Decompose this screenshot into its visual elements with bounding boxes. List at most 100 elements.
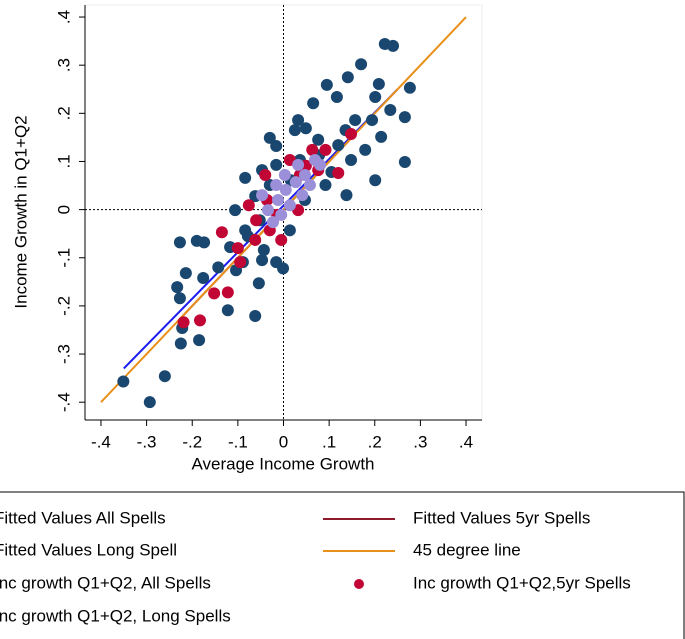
point: [288, 124, 301, 137]
point: [296, 189, 309, 202]
x-tick-label: -.4: [91, 432, 111, 451]
point: [250, 214, 263, 227]
point: [249, 310, 262, 323]
legend-label: Inc growth Q1+Q2,5yr Spells: [413, 573, 631, 592]
point: [369, 174, 382, 187]
x-tick-label: .4: [459, 432, 473, 451]
point: [270, 140, 283, 153]
point: [252, 277, 265, 290]
y-tick-label: .1: [54, 154, 73, 168]
point: [314, 158, 327, 171]
x-tick-label: .1: [322, 432, 336, 451]
y-tick-label: 0: [54, 205, 73, 214]
point: [198, 236, 211, 249]
legend-label: 45 degree line: [413, 540, 521, 559]
point: [263, 131, 276, 144]
point: [259, 168, 272, 181]
point: [270, 158, 283, 171]
point: [173, 292, 186, 305]
point: [229, 204, 242, 217]
point: [117, 375, 130, 388]
y-tick-label: -.1: [54, 248, 73, 268]
point: [345, 128, 358, 141]
point: [173, 236, 186, 249]
point: [242, 199, 255, 212]
point: [261, 204, 274, 217]
point: [372, 77, 385, 90]
x-axis-title: Average Income Growth: [192, 454, 375, 473]
legend-label: Fitted Values Long Spell: [0, 540, 177, 559]
point: [257, 244, 270, 257]
point: [345, 154, 358, 167]
legend-label: Fitted Values All Spells: [0, 508, 166, 527]
point: [256, 189, 269, 202]
point: [298, 168, 311, 181]
point: [403, 81, 416, 94]
point: [239, 224, 252, 237]
legend-swatch: [354, 579, 364, 589]
point: [267, 216, 280, 229]
point: [303, 179, 316, 192]
y-tick-label: -.4: [54, 392, 73, 412]
point: [193, 314, 206, 327]
point: [387, 39, 400, 52]
point: [193, 334, 206, 347]
x-tick-label: .2: [368, 432, 382, 451]
point: [398, 155, 411, 168]
point: [279, 183, 292, 196]
point: [171, 281, 184, 294]
point: [359, 143, 372, 156]
y-axis-title: Income Growth in Q1+Q2: [11, 115, 30, 308]
x-tick-label: -.2: [182, 432, 202, 451]
point: [158, 370, 171, 383]
point: [340, 189, 353, 202]
point: [215, 226, 228, 239]
point: [208, 287, 221, 300]
x-tick-label: 0: [279, 432, 288, 451]
point: [234, 256, 247, 269]
point: [292, 158, 305, 171]
legend-label: Inc growth Q1+Q2, All Spells: [0, 573, 211, 592]
x-tick-label: -.3: [137, 432, 157, 451]
point: [292, 114, 305, 127]
legend-box: [0, 491, 685, 639]
point: [256, 254, 269, 267]
point: [249, 233, 262, 246]
y-tick-label: .4: [54, 10, 73, 24]
y-tick-label: .3: [54, 58, 73, 72]
point: [283, 199, 296, 212]
point: [312, 133, 325, 146]
point: [320, 78, 333, 91]
point: [275, 233, 288, 246]
point: [369, 90, 382, 103]
point: [272, 193, 285, 206]
point: [275, 208, 288, 221]
y-tick-label: .2: [54, 106, 73, 120]
y-tick-label: -.3: [54, 344, 73, 364]
point: [319, 179, 332, 192]
legend-label: Fitted Values 5yr Spells: [413, 508, 590, 527]
x-tick-label: .3: [413, 432, 427, 451]
point: [179, 267, 192, 280]
point: [349, 114, 362, 127]
point: [341, 71, 354, 84]
point: [212, 261, 225, 274]
y-tick-label: -.2: [54, 296, 73, 316]
point: [384, 103, 397, 116]
point: [143, 396, 156, 409]
point: [278, 168, 291, 181]
point: [332, 167, 345, 180]
point: [174, 337, 187, 350]
point: [283, 224, 296, 237]
point: [177, 316, 190, 329]
point: [355, 58, 368, 71]
point: [299, 122, 312, 135]
point: [231, 242, 244, 255]
point: [289, 176, 302, 189]
point: [375, 130, 388, 143]
point: [270, 256, 283, 269]
x-tick-label: -.1: [228, 432, 248, 451]
point: [270, 179, 283, 192]
point: [306, 143, 319, 156]
point: [221, 304, 234, 317]
